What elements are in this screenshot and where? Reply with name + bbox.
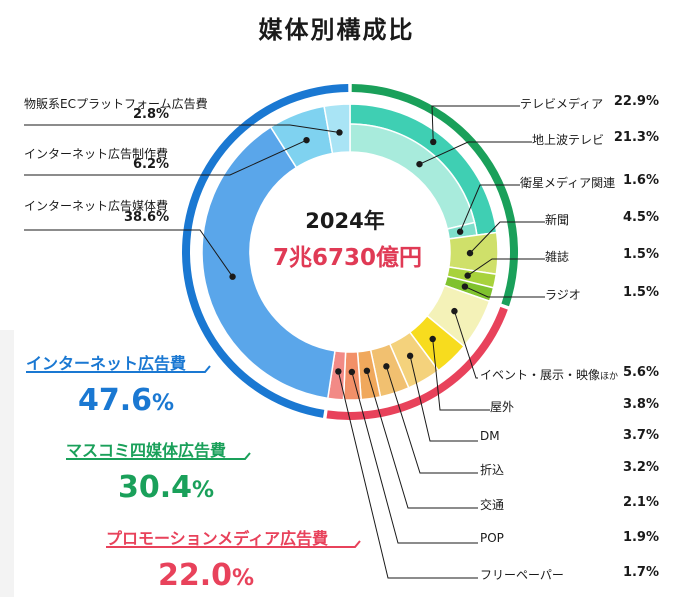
leader-line-insert	[385, 366, 478, 474]
segment-net-media	[201, 126, 336, 400]
label-radio: ラジオ	[545, 288, 581, 302]
leader-dot-satellite	[456, 228, 464, 235]
value-ec-platform: 2.8%	[133, 107, 170, 122]
value-insert: 3.2%	[622, 460, 659, 475]
leader-dot-net-production	[303, 136, 310, 144]
label-net-production: インターネット広告制作費	[24, 147, 169, 161]
leader-dot-ec-platform	[336, 129, 343, 136]
underline-mass	[66, 452, 251, 460]
leader-dot-net-media	[229, 273, 236, 280]
leader-dot-outdoor	[429, 335, 436, 343]
category-internet-name: インターネット広告費	[26, 354, 187, 373]
label-event-suffix: ほか	[600, 372, 619, 382]
label-terrestrial-tv: 地上波テレビ	[532, 133, 605, 147]
center-year: 2024年	[305, 209, 385, 233]
leader-dot-terrestrial-tv	[416, 160, 423, 168]
left-panel-bg	[0, 330, 14, 597]
value-tv-media: 22.9%	[613, 94, 659, 109]
leader-dot-event	[451, 307, 458, 315]
underline-internet	[26, 365, 211, 373]
segment-pop	[342, 350, 362, 401]
value-newspaper: 4.5%	[622, 210, 659, 225]
leader-dot-radio	[461, 283, 469, 290]
leader-line-freepaper	[337, 371, 478, 579]
label-dm: DM	[480, 429, 500, 443]
value-net-media: 38.6%	[124, 210, 170, 225]
leader-line-outdoor	[432, 338, 490, 411]
leader-dot-insert	[383, 363, 390, 370]
value-terrestrial-tv: 21.3%	[613, 130, 659, 145]
label-event: イベント・展示・映像ほか	[480, 366, 618, 383]
leader-line-terrestrial-tv	[419, 141, 532, 165]
leader-line-satellite	[459, 184, 520, 232]
leader-line-net-media	[24, 229, 233, 277]
leader-line-transit	[366, 370, 478, 509]
label-insert: 折込	[480, 463, 505, 477]
leader-dot-freepaper	[335, 368, 342, 375]
category-internet-value: 47.6%	[78, 383, 175, 418]
category-mass-name: マスコミ四媒体広告費	[66, 441, 227, 460]
leader-dot-transit	[363, 367, 371, 375]
label-tv-media: テレビメディア	[520, 97, 604, 111]
leader-line-magazine	[467, 258, 545, 277]
leader-dot-tv-media	[430, 138, 437, 146]
label-pop: POP	[480, 531, 504, 545]
label-event-text: イベント・展示・映像	[480, 368, 601, 382]
value-freepaper: 1.7%	[622, 565, 659, 580]
leader-dot-dm	[406, 352, 414, 360]
label-freepaper: フリーペーパー	[480, 568, 564, 582]
leader-dot-magazine	[464, 272, 471, 279]
label-transit: 交通	[480, 498, 505, 512]
center-total: 7兆6730億円	[272, 245, 423, 271]
value-outdoor: 3.8%	[622, 397, 659, 412]
underline-promo	[106, 540, 361, 548]
value-net-production: 6.2%	[133, 157, 170, 172]
leader-line-pop	[351, 371, 478, 544]
leader-line-net-production	[24, 139, 307, 176]
value-magazine: 1.5%	[622, 247, 659, 262]
label-satellite: 衛星メディア関連	[520, 176, 616, 190]
value-dm: 3.7%	[622, 428, 659, 443]
leader-dot-pop	[348, 368, 356, 376]
value-radio: 1.5%	[622, 285, 659, 300]
leader-line-tv-media	[431, 105, 520, 142]
category-promo-name: プロモーションメディア広告費	[106, 529, 329, 548]
value-event: 5.6%	[622, 365, 659, 380]
leader-line-ec-platform	[24, 124, 340, 133]
value-transit: 2.1%	[622, 495, 659, 510]
leader-line-event	[453, 310, 478, 379]
segment-ec-platform	[323, 103, 351, 155]
label-outdoor: 屋外	[490, 400, 515, 414]
label-ec-platform: 物販系ECプラットフォーム広告費	[24, 97, 208, 111]
category-mass-value: 30.4%	[118, 470, 215, 505]
leader-dot-newspaper	[466, 249, 474, 257]
label-magazine: 雑誌	[545, 250, 570, 264]
category-promo-value: 22.0%	[158, 558, 255, 593]
value-pop: 1.9%	[622, 530, 659, 545]
leader-line-newspaper	[469, 221, 545, 254]
leader-line-dm	[409, 355, 478, 442]
label-net-media: インターネット広告媒体費	[24, 199, 169, 213]
label-newspaper: 新聞	[545, 213, 570, 227]
value-satellite: 1.6%	[622, 173, 659, 188]
leader-line-radio	[464, 286, 545, 298]
chart-title: 媒体別構成比	[258, 16, 415, 44]
